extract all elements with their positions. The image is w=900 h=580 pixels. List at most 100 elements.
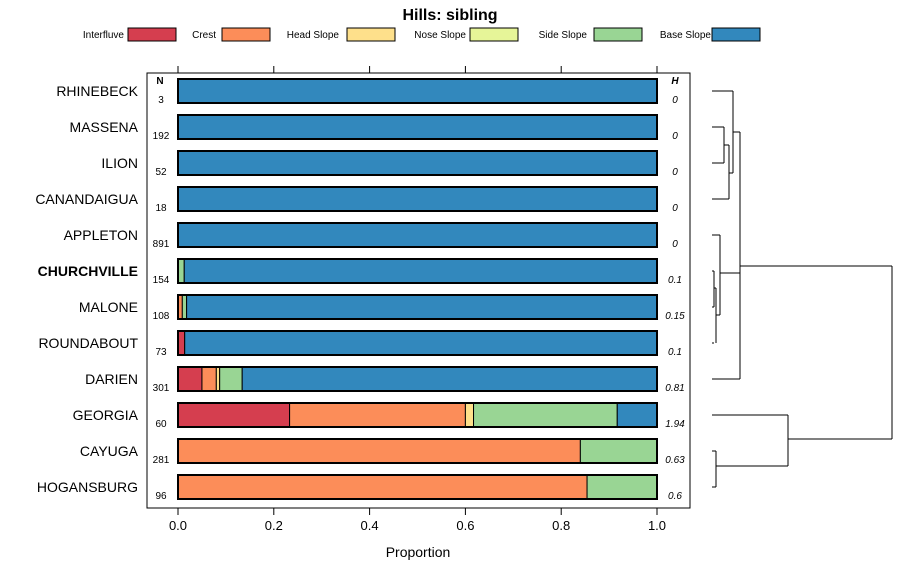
bar-row: ROUNDABOUT 73 0.1 (38, 330, 682, 358)
bar-row: CANANDAIGUA 18 0 (35, 186, 678, 214)
legend-label: Side Slope (539, 30, 588, 41)
row-label: ROUNDABOUT (38, 335, 138, 351)
bar-segment (586, 474, 658, 500)
bar-row: APPLETON 891 0 (64, 222, 678, 250)
bar-segment (177, 330, 186, 356)
bar-row: ILION 52 0 (101, 150, 678, 178)
row-label: DARIEN (85, 371, 138, 387)
legend-label: Interfluve (83, 30, 125, 41)
bar-outline (177, 402, 658, 428)
chart-title: Hills: sibling (402, 7, 497, 24)
legend-label: Head Slope (287, 30, 340, 41)
legend-swatch (593, 27, 643, 42)
bar-segment (464, 402, 475, 428)
n-column-header: N (156, 76, 163, 87)
bar-segment (177, 114, 658, 140)
legend-swatch (127, 27, 177, 42)
bar-segment (177, 474, 588, 500)
legend-label: Crest (192, 30, 216, 41)
row-label: APPLETON (64, 227, 138, 243)
legend-swatch (469, 27, 519, 42)
bar-row: RHINEBECK 3 0 (56, 78, 678, 106)
x-tick-label: 0.4 (361, 518, 379, 533)
bar-row: MALONE 108 0.15 (79, 294, 685, 322)
x-tick-label: 1.0 (648, 518, 666, 533)
row-label: MASSENA (70, 119, 139, 135)
bar-segment (177, 222, 658, 248)
bar-outline (177, 222, 658, 248)
row-h-value: 0 (672, 167, 678, 178)
bar-outline (177, 330, 658, 356)
bar-segment (177, 78, 658, 104)
bar-outline (177, 78, 658, 104)
row-label: MALONE (79, 299, 138, 315)
bar-row: HOGANSBURG 96 0.6 (37, 474, 682, 502)
legend-label: Nose Slope (414, 30, 466, 41)
bar-segment (177, 438, 581, 464)
bar-row: CHURCHVILLE 154 0.1 (38, 258, 682, 286)
legend-swatch (221, 27, 271, 42)
legend-swatch (711, 27, 761, 42)
row-n-value: 108 (153, 311, 170, 322)
x-tick-label: 0.8 (552, 518, 570, 533)
bar-row: DARIEN 301 0.81 (85, 366, 685, 394)
x-tick-label: 0.6 (456, 518, 474, 533)
bar-segment (184, 330, 658, 356)
row-n-value: 18 (155, 203, 167, 214)
plot-frame (146, 72, 691, 509)
top-axis-ticks (177, 66, 658, 73)
row-h-value: 0 (672, 203, 678, 214)
row-n-value: 3 (158, 95, 164, 106)
bar-row: GEORGIA 60 1.94 (73, 402, 685, 430)
x-axis: 0.0 0.2 0.4 0.6 0.8 1.0 (169, 508, 666, 533)
row-n-value: 73 (155, 347, 167, 358)
row-h-value: 0.6 (668, 491, 682, 502)
row-h-value: 0.15 (665, 311, 685, 322)
bar-row: MASSENA 192 0 (70, 114, 678, 142)
bar-segment (177, 366, 203, 392)
row-label: ILION (101, 155, 138, 171)
row-n-value: 281 (153, 455, 170, 466)
row-label: CHURCHVILLE (38, 263, 138, 279)
row-n-value: 301 (153, 383, 170, 394)
bar-segment (181, 294, 188, 320)
bar-segment (177, 402, 291, 428)
row-n-value: 192 (153, 131, 170, 142)
x-tick-label: 0.0 (169, 518, 187, 533)
bar-outline (177, 258, 658, 284)
legend-swatch (346, 27, 396, 42)
bar-segment (219, 366, 243, 392)
row-label: CANANDAIGUA (35, 191, 138, 207)
bar-outline (177, 366, 658, 392)
bar-segment (186, 294, 658, 320)
row-label: GEORGIA (73, 407, 139, 423)
bar-segment (183, 258, 658, 284)
bar-outline (177, 474, 658, 500)
row-n-value: 891 (153, 239, 170, 250)
x-tick-label: 0.2 (265, 518, 283, 533)
legend: Interfluve Crest Head Slope Nose Slope Side … (83, 27, 761, 42)
h-column-header: H (671, 76, 679, 87)
bar-segment (579, 438, 658, 464)
bar-outline (177, 114, 658, 140)
bar-segment (616, 402, 658, 428)
bar-outline (177, 150, 658, 176)
x-axis-label: Proportion (386, 544, 451, 560)
row-h-value: 1.94 (665, 419, 685, 430)
row-h-value: 0 (672, 239, 678, 250)
bar-outline (177, 294, 658, 320)
bar-segment (177, 150, 658, 176)
row-n-value: 52 (155, 167, 167, 178)
row-h-value: 0 (672, 95, 678, 106)
bar-segment (177, 186, 658, 212)
row-label: CAYUGA (80, 443, 139, 459)
bar-segment (215, 366, 221, 392)
legend-label: Base Slope (660, 30, 712, 41)
row-n-value: 60 (155, 419, 167, 430)
row-label: HOGANSBURG (37, 479, 138, 495)
row-h-value: 0 (672, 131, 678, 142)
bar-row: CAYUGA 281 0.63 (80, 438, 685, 466)
bar-segment (201, 366, 217, 392)
